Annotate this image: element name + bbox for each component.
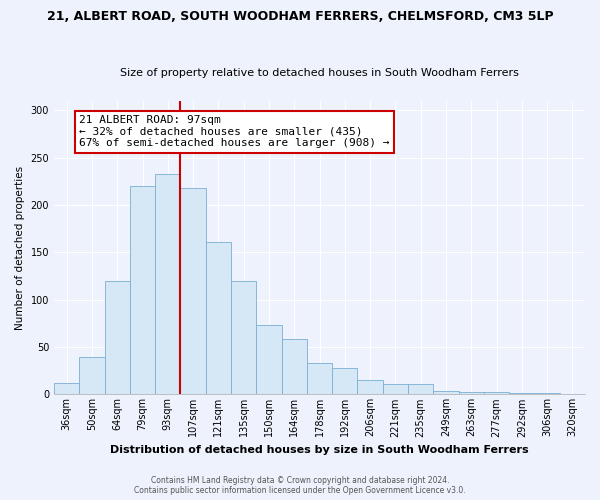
Bar — [206, 242, 231, 394]
Text: 21, ALBERT ROAD, SOUTH WOODHAM FERRERS, CHELMSFORD, CM3 5LP: 21, ALBERT ROAD, SOUTH WOODHAM FERRERS, … — [47, 10, 553, 23]
Bar — [79, 356, 104, 395]
Bar — [181, 188, 206, 394]
Bar — [307, 363, 332, 394]
Bar — [231, 281, 256, 394]
Text: 21 ALBERT ROAD: 97sqm
← 32% of detached houses are smaller (435)
67% of semi-det: 21 ALBERT ROAD: 97sqm ← 32% of detached … — [79, 115, 390, 148]
Bar — [155, 174, 181, 394]
Bar — [458, 392, 484, 394]
Bar — [256, 326, 281, 394]
Bar — [484, 392, 509, 394]
Bar — [281, 338, 307, 394]
Bar — [332, 368, 358, 394]
Bar — [54, 383, 79, 394]
Bar — [383, 384, 408, 394]
Bar — [104, 281, 130, 394]
Bar — [408, 384, 433, 394]
Bar — [130, 186, 155, 394]
Y-axis label: Number of detached properties: Number of detached properties — [15, 166, 25, 330]
X-axis label: Distribution of detached houses by size in South Woodham Ferrers: Distribution of detached houses by size … — [110, 445, 529, 455]
Title: Size of property relative to detached houses in South Woodham Ferrers: Size of property relative to detached ho… — [120, 68, 519, 78]
Bar — [433, 390, 458, 394]
Text: Contains HM Land Registry data © Crown copyright and database right 2024.
Contai: Contains HM Land Registry data © Crown c… — [134, 476, 466, 495]
Bar — [358, 380, 383, 394]
